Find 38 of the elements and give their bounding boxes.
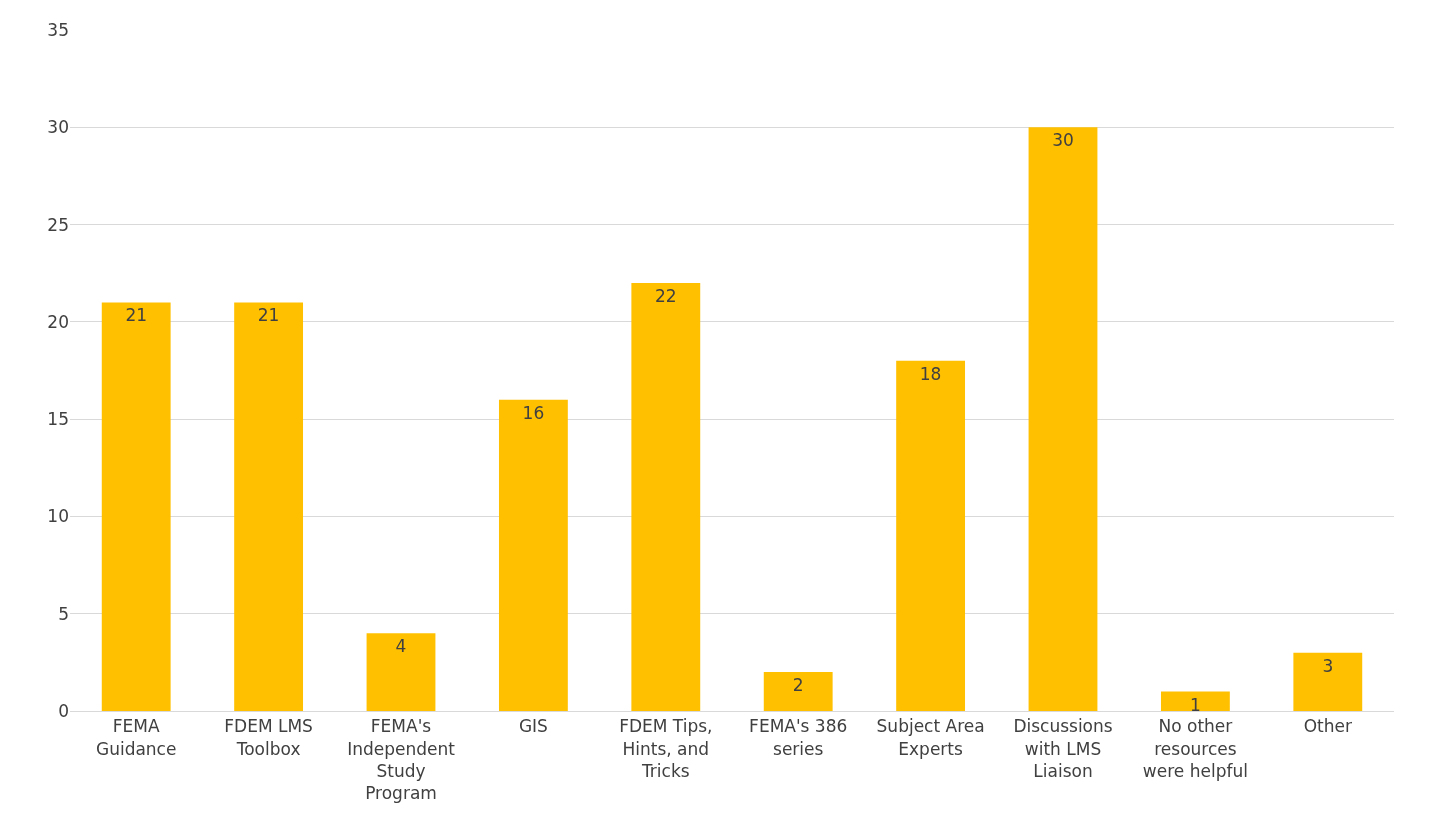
bar	[896, 360, 966, 711]
data-label: 3	[1322, 655, 1334, 676]
bar	[763, 672, 833, 711]
x-tick-label: GIS	[518, 716, 548, 737]
data-label: 18	[919, 363, 942, 384]
y-tick-label: 10	[47, 506, 69, 527]
y-tick-label: 25	[47, 214, 69, 235]
bar	[631, 282, 701, 711]
bar	[101, 302, 171, 711]
bar	[498, 399, 568, 711]
y-tick-label: 15	[47, 409, 69, 430]
y-tick-label: 0	[58, 700, 69, 721]
bar	[234, 302, 304, 711]
x-tick-label: FEMA's 386 series	[749, 716, 848, 759]
data-label: 30	[1052, 130, 1074, 151]
bar	[366, 633, 436, 711]
x-tick-label: Other	[1303, 716, 1352, 737]
data-label: 2	[792, 675, 804, 696]
bar	[1160, 691, 1230, 711]
x-tick-label: FDEM Tips, Hints, and Tricks	[619, 716, 713, 781]
y-tick-label: 30	[47, 117, 69, 138]
y-tick-label: 5	[58, 603, 69, 624]
x-tick-label: FEMA Guidance	[95, 716, 177, 759]
x-tick-label: Discussions with LMS Liaison	[1013, 716, 1113, 781]
data-label: 4	[395, 636, 407, 657]
data-label: 1	[1189, 694, 1201, 715]
data-label: 22	[654, 285, 677, 306]
data-label: 21	[125, 305, 148, 326]
bar	[1293, 652, 1363, 711]
x-tick-label: Subject Area Experts	[876, 716, 985, 759]
x-tick-label: No other resources were helpful	[1142, 716, 1248, 781]
bar	[1028, 127, 1098, 711]
y-tick-label: 35	[47, 19, 69, 40]
data-label: 16	[522, 402, 545, 423]
x-tick-label: FEMA's Independent Study Program	[347, 716, 456, 803]
x-tick-label: FDEM LMS Toolbox	[224, 716, 313, 759]
y-tick-label: 20	[47, 311, 69, 332]
data-label: 21	[257, 305, 280, 326]
